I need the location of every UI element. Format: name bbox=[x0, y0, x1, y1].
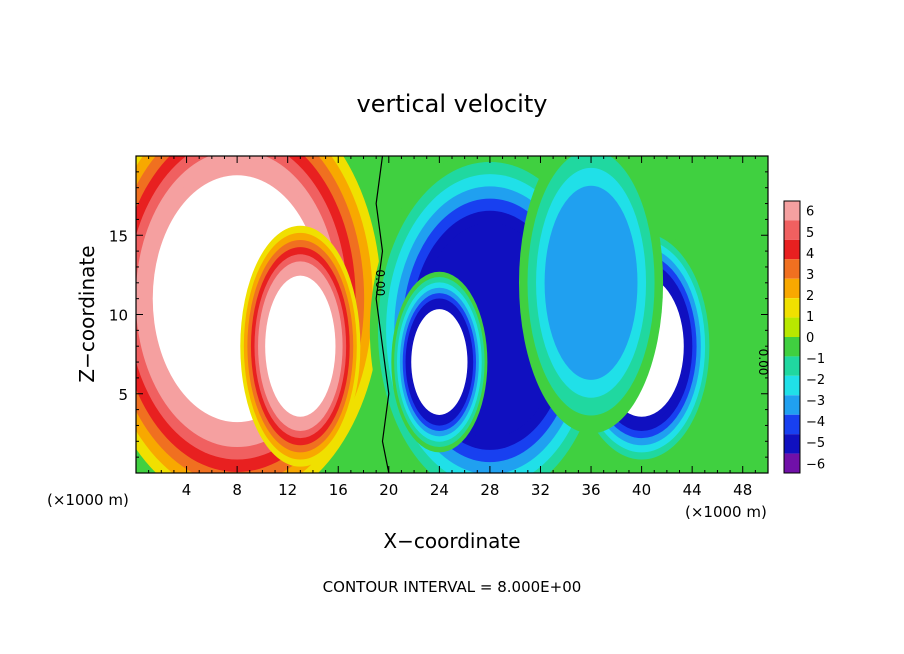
colorbar-swatch bbox=[784, 414, 800, 435]
feature-ring bbox=[265, 275, 336, 417]
colorbar-tick-label: −4 bbox=[806, 415, 825, 430]
feature-downdraft bbox=[391, 271, 488, 453]
x-tick-label: 20 bbox=[379, 481, 398, 499]
x-tick-label: 32 bbox=[531, 481, 550, 499]
colorbar-tick-label: 3 bbox=[806, 268, 814, 283]
feature-updraft bbox=[240, 225, 361, 467]
x-tick-label: 4 bbox=[182, 481, 192, 499]
colorbar-swatch bbox=[784, 201, 800, 221]
colorbar-swatch bbox=[784, 220, 800, 240]
colorbar-tick-label: −3 bbox=[806, 394, 825, 409]
y-axis-label: Z−coordinate bbox=[75, 245, 99, 382]
y-tick-label: 5 bbox=[118, 386, 128, 404]
colorbar-swatch bbox=[784, 356, 800, 376]
colorbar-tick-label: −1 bbox=[806, 352, 825, 367]
colorbar-swatch bbox=[784, 278, 800, 299]
colorbar-swatch bbox=[784, 453, 800, 473]
colorbar-tick-label: 5 bbox=[806, 226, 814, 241]
colorbar-swatch bbox=[784, 375, 800, 396]
y-axis: 5 10 15 bbox=[109, 171, 768, 458]
colorbar-swatch bbox=[784, 395, 800, 415]
x-tick-label: 44 bbox=[683, 481, 702, 499]
x-tick-label: 36 bbox=[581, 481, 600, 499]
colorbar-frame bbox=[783, 200, 801, 474]
feature-downdraft bbox=[519, 156, 664, 434]
x-tick-label: 24 bbox=[430, 481, 449, 499]
y-tick-label: 10 bbox=[109, 307, 128, 325]
zero-contour bbox=[375, 156, 390, 473]
colorbar-tick-label: −6 bbox=[806, 457, 825, 472]
feature-ring bbox=[544, 185, 638, 380]
colorbar-swatch bbox=[784, 434, 800, 454]
colorbar-tick-label: 0 bbox=[806, 331, 814, 346]
x-tick-label: 48 bbox=[733, 481, 752, 499]
chart-title: vertical velocity bbox=[357, 90, 548, 118]
colorbar-tick-label: −5 bbox=[806, 436, 825, 451]
colorbar-swatch bbox=[784, 239, 800, 260]
x-tick-label: 16 bbox=[329, 481, 348, 499]
contour-interval-footer: CONTOUR INTERVAL = 8.000E+00 bbox=[323, 578, 582, 596]
feature-ring bbox=[411, 309, 468, 415]
x-tick-label: 28 bbox=[480, 481, 499, 499]
contour-label: 0.00 bbox=[373, 269, 387, 296]
x-axis-label: X−coordinate bbox=[383, 529, 520, 553]
plot-area bbox=[136, 156, 768, 473]
plot-frame bbox=[135, 155, 769, 474]
colorbar-tick-label: 4 bbox=[806, 247, 814, 262]
x-unit-right: (×1000 m) bbox=[685, 503, 767, 521]
colorbar-tick-label: 6 bbox=[806, 205, 814, 220]
colorbar: 6 5 4 3 2 1 0 −1 −2 −3 −4 −5 −6 bbox=[783, 200, 825, 474]
x-axis: 4 8 12 16 20 24 28 32 36 40 44 48 bbox=[148, 156, 756, 499]
colorbar-swatch bbox=[784, 337, 800, 357]
colorbar-tick-label: −2 bbox=[806, 373, 825, 388]
contour-label: 0.00 bbox=[756, 349, 770, 376]
x-tick-label: 40 bbox=[632, 481, 651, 499]
x-tick-label: 12 bbox=[278, 481, 297, 499]
x-unit-left: (×1000 m) bbox=[47, 491, 129, 509]
colorbar-tick-label: 2 bbox=[806, 289, 814, 304]
colorbar-swatch bbox=[784, 298, 800, 318]
y-tick-label: 15 bbox=[109, 227, 128, 245]
colorbar-swatch bbox=[784, 259, 800, 279]
x-tick-label: 8 bbox=[232, 481, 242, 499]
colorbar-swatch bbox=[784, 317, 800, 337]
colorbar-tick-label: 1 bbox=[806, 310, 814, 325]
